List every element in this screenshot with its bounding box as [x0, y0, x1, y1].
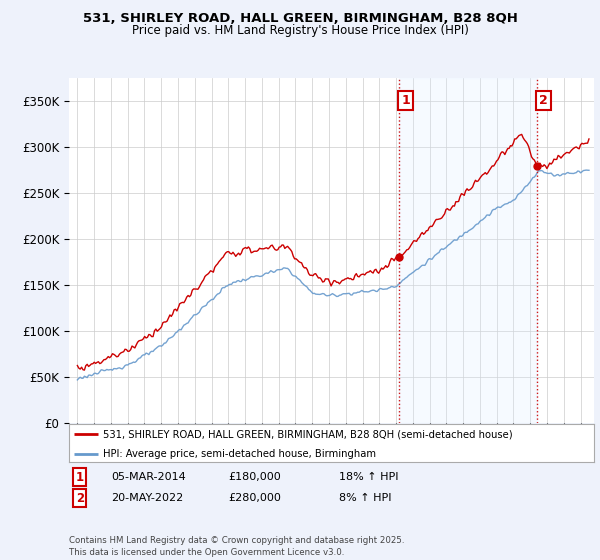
Text: 531, SHIRLEY ROAD, HALL GREEN, BIRMINGHAM, B28 8QH: 531, SHIRLEY ROAD, HALL GREEN, BIRMINGHA… [83, 12, 517, 25]
Text: 2: 2 [539, 94, 548, 107]
Text: £280,000: £280,000 [228, 493, 281, 503]
Text: 1: 1 [401, 94, 410, 107]
Text: 20-MAY-2022: 20-MAY-2022 [111, 493, 183, 503]
Text: HPI: Average price, semi-detached house, Birmingham: HPI: Average price, semi-detached house,… [103, 449, 376, 459]
Text: £180,000: £180,000 [228, 472, 281, 482]
Text: 2: 2 [76, 492, 84, 505]
Text: 05-MAR-2014: 05-MAR-2014 [111, 472, 186, 482]
Text: Price paid vs. HM Land Registry's House Price Index (HPI): Price paid vs. HM Land Registry's House … [131, 24, 469, 36]
Text: 18% ↑ HPI: 18% ↑ HPI [339, 472, 398, 482]
Text: Contains HM Land Registry data © Crown copyright and database right 2025.
This d: Contains HM Land Registry data © Crown c… [69, 536, 404, 557]
Text: 8% ↑ HPI: 8% ↑ HPI [339, 493, 391, 503]
Text: 1: 1 [76, 470, 84, 484]
Text: 531, SHIRLEY ROAD, HALL GREEN, BIRMINGHAM, B28 8QH (semi-detached house): 531, SHIRLEY ROAD, HALL GREEN, BIRMINGHA… [103, 429, 513, 439]
Bar [399, 78, 536, 423]
